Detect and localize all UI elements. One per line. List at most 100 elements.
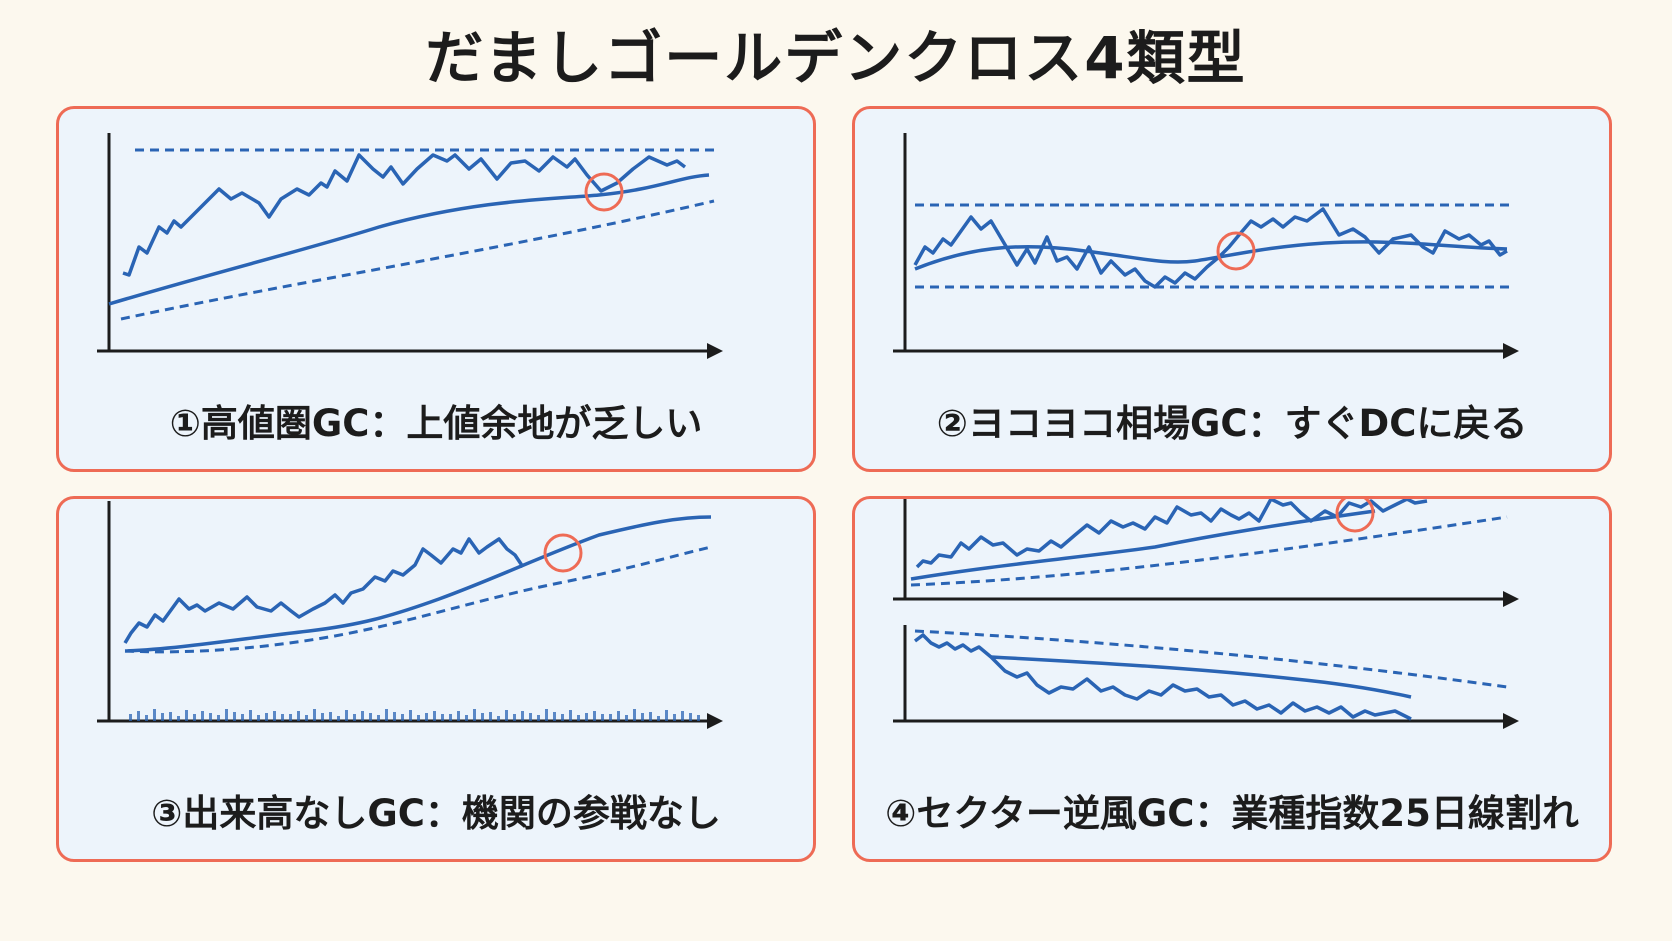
upper-x-axis-arrow-icon xyxy=(1503,591,1519,607)
volume-bar xyxy=(441,714,444,721)
moving-average-line xyxy=(108,173,710,306)
volume-bar xyxy=(505,710,508,721)
chart-sector-headwind-gc xyxy=(893,499,1519,729)
golden-cross-marker xyxy=(1335,499,1375,533)
volume-bar xyxy=(201,711,204,721)
panel-high-price-gc: ①高値圏GC：上値余地が乏しい xyxy=(56,106,816,472)
volume-bar xyxy=(321,713,324,721)
volume-bar xyxy=(241,714,244,721)
volume-bar xyxy=(169,712,172,721)
volume-bar xyxy=(129,714,132,721)
volume-bar xyxy=(209,713,212,721)
panel-caption: ①高値圏GC：上値余地が乏しい xyxy=(169,402,703,445)
panel-sector-headwind-gc: ④セクター逆風GC：業種指数25日線割れ xyxy=(852,496,1612,862)
volume-bar xyxy=(529,713,532,721)
volume-bar xyxy=(489,712,492,721)
volume-bar xyxy=(577,715,580,721)
volume-bar xyxy=(329,712,332,721)
chart-high-price-gc xyxy=(97,133,723,359)
volume-bar xyxy=(425,713,428,721)
volume-bar xyxy=(289,714,292,721)
x-axis-arrow-icon xyxy=(707,713,723,729)
chart-range-market-gc xyxy=(893,133,1519,359)
volume-bar xyxy=(465,715,468,721)
long-average-dashed xyxy=(124,545,712,654)
volume-bar xyxy=(257,715,260,721)
upper-price-line xyxy=(915,499,1428,569)
panel-no-volume-gc: ③出来高なしGC：機関の参戦なし xyxy=(56,496,816,862)
volume-bar xyxy=(337,716,340,721)
panel-caption: ②ヨコヨコ相場GC：すぐDCに戻る xyxy=(936,402,1528,445)
volume-bar xyxy=(281,714,284,721)
volume-bar xyxy=(473,709,476,721)
volume-bar xyxy=(545,709,548,721)
sector-short-average-line xyxy=(990,655,1412,699)
volume-bar xyxy=(273,711,276,721)
volume-bar xyxy=(609,714,612,721)
volume-bar xyxy=(553,712,556,721)
lower-x-axis-arrow-icon xyxy=(1503,713,1519,729)
volume-bar xyxy=(665,710,668,721)
volume-bar xyxy=(361,711,364,721)
volume-bar xyxy=(641,713,644,721)
page-title: だましゴールデンクロス4類型 xyxy=(425,24,1247,92)
volume-bar xyxy=(497,716,500,721)
sector-long-average-dashed xyxy=(914,629,1508,689)
volume-bar xyxy=(457,711,460,721)
panel-range-market-gc: ②ヨコヨコ相場GC：すぐDCに戻る xyxy=(852,106,1612,472)
volume-bar xyxy=(385,709,388,721)
golden-cross-marker xyxy=(1216,231,1256,271)
upper-short-average-line xyxy=(910,509,1376,581)
volume-bar xyxy=(433,711,436,721)
volume-bar xyxy=(449,714,452,721)
volume-bar xyxy=(601,714,604,721)
volume-bar xyxy=(249,710,252,721)
volume-bar xyxy=(161,713,164,721)
volume-bar xyxy=(225,709,228,721)
volume-bar xyxy=(345,710,348,721)
volume-bar xyxy=(377,715,380,721)
sector-index-line xyxy=(913,633,1412,721)
volume-bar xyxy=(593,711,596,721)
volume-bar xyxy=(137,711,140,721)
x-axis-arrow-icon xyxy=(1503,343,1519,359)
volume-bar xyxy=(513,714,516,721)
volume-bar xyxy=(585,713,588,721)
volume-bar xyxy=(217,715,220,721)
volume-bar xyxy=(649,712,652,721)
volume-bar xyxy=(369,713,372,721)
volume-bar xyxy=(401,714,404,721)
volume-bar xyxy=(689,713,692,721)
volume-bar xyxy=(561,714,564,721)
chart-no-volume-gc xyxy=(97,501,723,729)
lower-trend-dashed xyxy=(120,199,715,321)
volume-bar xyxy=(481,713,484,721)
price-line xyxy=(123,537,525,644)
volume-bar xyxy=(297,711,300,721)
panel-caption: ③出来高なしGC：機関の参戦なし xyxy=(151,792,721,835)
volume-bar xyxy=(537,715,540,721)
volume-bar xyxy=(697,715,700,721)
volume-bar xyxy=(409,710,412,721)
golden-cross-marker xyxy=(584,172,624,212)
volume-bar xyxy=(521,711,524,721)
volume-bar xyxy=(569,710,572,721)
volume-bars xyxy=(129,709,700,721)
volume-bar xyxy=(673,714,676,721)
volume-bar xyxy=(417,715,420,721)
price-line xyxy=(913,207,1508,289)
volume-bar xyxy=(185,710,188,721)
short-average-line xyxy=(124,515,712,653)
volume-bar xyxy=(145,715,148,721)
panel-caption: ④セクター逆風GC：業種指数25日線割れ xyxy=(885,792,1579,835)
volume-bar xyxy=(617,711,620,721)
volume-bar xyxy=(353,714,356,721)
volume-bar xyxy=(305,715,308,721)
golden-cross-marker xyxy=(543,533,583,573)
volume-bar xyxy=(625,715,628,721)
volume-bar xyxy=(153,709,156,721)
volume-bar xyxy=(193,714,196,721)
volume-bar xyxy=(177,716,180,721)
price-line xyxy=(122,153,687,277)
volume-bar xyxy=(313,709,316,721)
